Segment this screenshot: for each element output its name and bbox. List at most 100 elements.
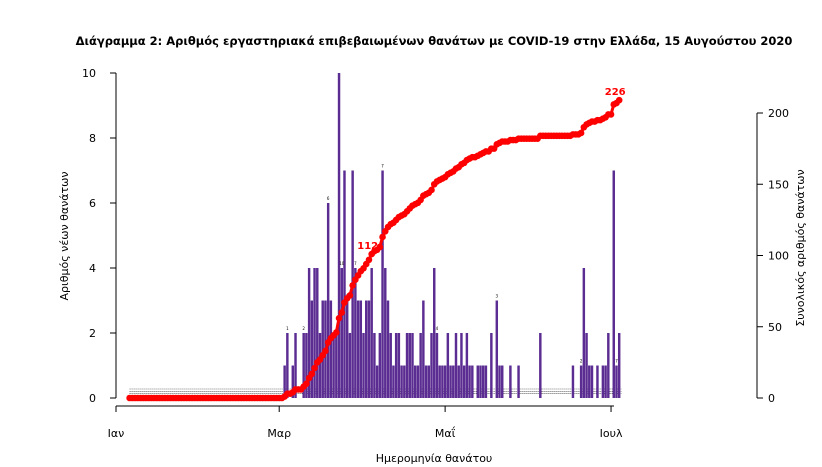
bar-day-185 — [617, 333, 621, 398]
bar-day-73 — [313, 268, 316, 398]
bar-day-124 — [452, 365, 455, 398]
bar-day-133 — [476, 365, 479, 398]
bar-day-121 — [443, 365, 447, 398]
bar-day-142 — [501, 365, 504, 398]
bar-day-106 — [403, 365, 406, 398]
bar-day-135 — [481, 365, 485, 398]
chart-title: Διάγραμμα 2: Αριθμός εργαστηριακά επιβεβ… — [76, 34, 793, 48]
bar-day-63 — [286, 333, 289, 398]
bar-day-148 — [517, 365, 520, 398]
bar-day-140 — [495, 300, 499, 398]
bar-day-80 — [332, 333, 335, 398]
bar-day-93 — [367, 300, 371, 398]
bar-day-88 — [354, 268, 357, 398]
left-axis-label: Αριθμός νέων θανάτων — [58, 172, 71, 301]
cumulative-point — [322, 347, 329, 355]
bar-day-99 — [384, 268, 387, 398]
right-axis-label: Συνολικός αριθμός θανάτων — [794, 169, 807, 326]
bar-day-138 — [490, 333, 493, 398]
bar-value-label: 3 — [496, 294, 499, 299]
bar-day-125 — [454, 333, 458, 398]
plot-area: 101267774327112226 — [126, 73, 626, 402]
bar-day-95 — [373, 333, 376, 398]
bar-day-81 — [335, 333, 338, 398]
left-tick-label: 2 — [89, 327, 96, 340]
bar-day-174 — [588, 365, 591, 398]
bar-value-label: 6 — [327, 196, 330, 201]
bar-value-label: 4 — [436, 326, 439, 331]
bar-day-117 — [433, 268, 436, 398]
left-ticks: 0 2 4 6 8 10 — [82, 67, 116, 405]
cumulative-point — [303, 380, 310, 388]
bar-day-98 — [381, 170, 384, 398]
bar-day-65 — [291, 365, 295, 398]
bar-day-120 — [441, 365, 444, 398]
bar-day-62 — [283, 365, 286, 398]
cumulative-point — [379, 233, 386, 241]
bar-day-66 — [294, 333, 297, 398]
bar-day-85 — [345, 300, 349, 398]
bar-day-72 — [310, 300, 314, 398]
bar-day-69 — [302, 333, 305, 398]
bar-day-114 — [424, 365, 428, 398]
bar-day-173 — [585, 333, 588, 398]
x-axis-label: Ημερομηνία θανάτου — [376, 452, 493, 465]
bar-day-184 — [615, 365, 618, 398]
cumulative-point — [333, 329, 340, 336]
cumulative-point — [577, 129, 585, 137]
cumulative-label: 226 — [605, 87, 626, 98]
left-tick-label: 0 — [89, 392, 96, 405]
cumulative-point — [428, 186, 435, 194]
bar-day-75 — [318, 333, 322, 398]
cumulative-point — [338, 309, 346, 316]
left-tick-label: 4 — [89, 262, 96, 275]
left-tick-label: 10 — [82, 67, 96, 80]
bar-day-115 — [427, 365, 431, 398]
bar-day-78 — [326, 203, 330, 398]
bar-day-179 — [601, 365, 605, 398]
bar-day-92 — [365, 300, 368, 398]
right-tick-label: 200 — [768, 107, 789, 120]
bar-day-91 — [362, 333, 365, 398]
bar-day-181 — [607, 333, 610, 398]
bar-day-94 — [370, 268, 373, 398]
left-tick-label: 8 — [89, 132, 96, 145]
bar-day-105 — [400, 365, 403, 398]
cumulative-point — [376, 243, 384, 251]
bar-day-122 — [446, 333, 450, 398]
bar-day-89 — [356, 300, 360, 398]
bar-day-127 — [460, 333, 463, 398]
x-tick-label: Μαΐ — [435, 426, 456, 440]
bar-day-116 — [430, 333, 433, 398]
bar-day-74 — [316, 268, 319, 398]
bar-day-134 — [479, 365, 482, 398]
bar-day-112 — [419, 333, 422, 398]
bar-day-101 — [389, 333, 392, 398]
cumulative-point — [308, 370, 316, 378]
bar-day-175 — [590, 365, 594, 398]
bar-day-131 — [471, 365, 474, 398]
bar-day-141 — [498, 365, 501, 398]
bar-day-168 — [571, 365, 575, 398]
bar-day-172 — [582, 268, 586, 398]
bar-day-130 — [468, 365, 471, 398]
right-tick-label: 50 — [768, 321, 782, 334]
left-tick-label: 6 — [89, 197, 96, 210]
bar-day-84 — [343, 170, 346, 398]
bar-value-label: 7 — [381, 164, 384, 169]
right-tick-label: 150 — [768, 178, 789, 191]
bar-day-145 — [509, 365, 512, 398]
cumulative-point — [607, 111, 615, 118]
bar-day-86 — [348, 333, 352, 398]
bar-day-156 — [539, 333, 542, 398]
bar-day-83 — [340, 268, 343, 398]
bar-day-129 — [465, 333, 469, 398]
bar-day-71 — [307, 268, 311, 398]
bar-day-119 — [438, 365, 441, 398]
bar-value-label: 2 — [580, 359, 583, 364]
bar-day-183 — [612, 170, 615, 398]
bar-value-label: 7 — [354, 261, 357, 266]
right-tick-label: 0 — [768, 392, 775, 405]
bar-day-103 — [394, 333, 398, 398]
